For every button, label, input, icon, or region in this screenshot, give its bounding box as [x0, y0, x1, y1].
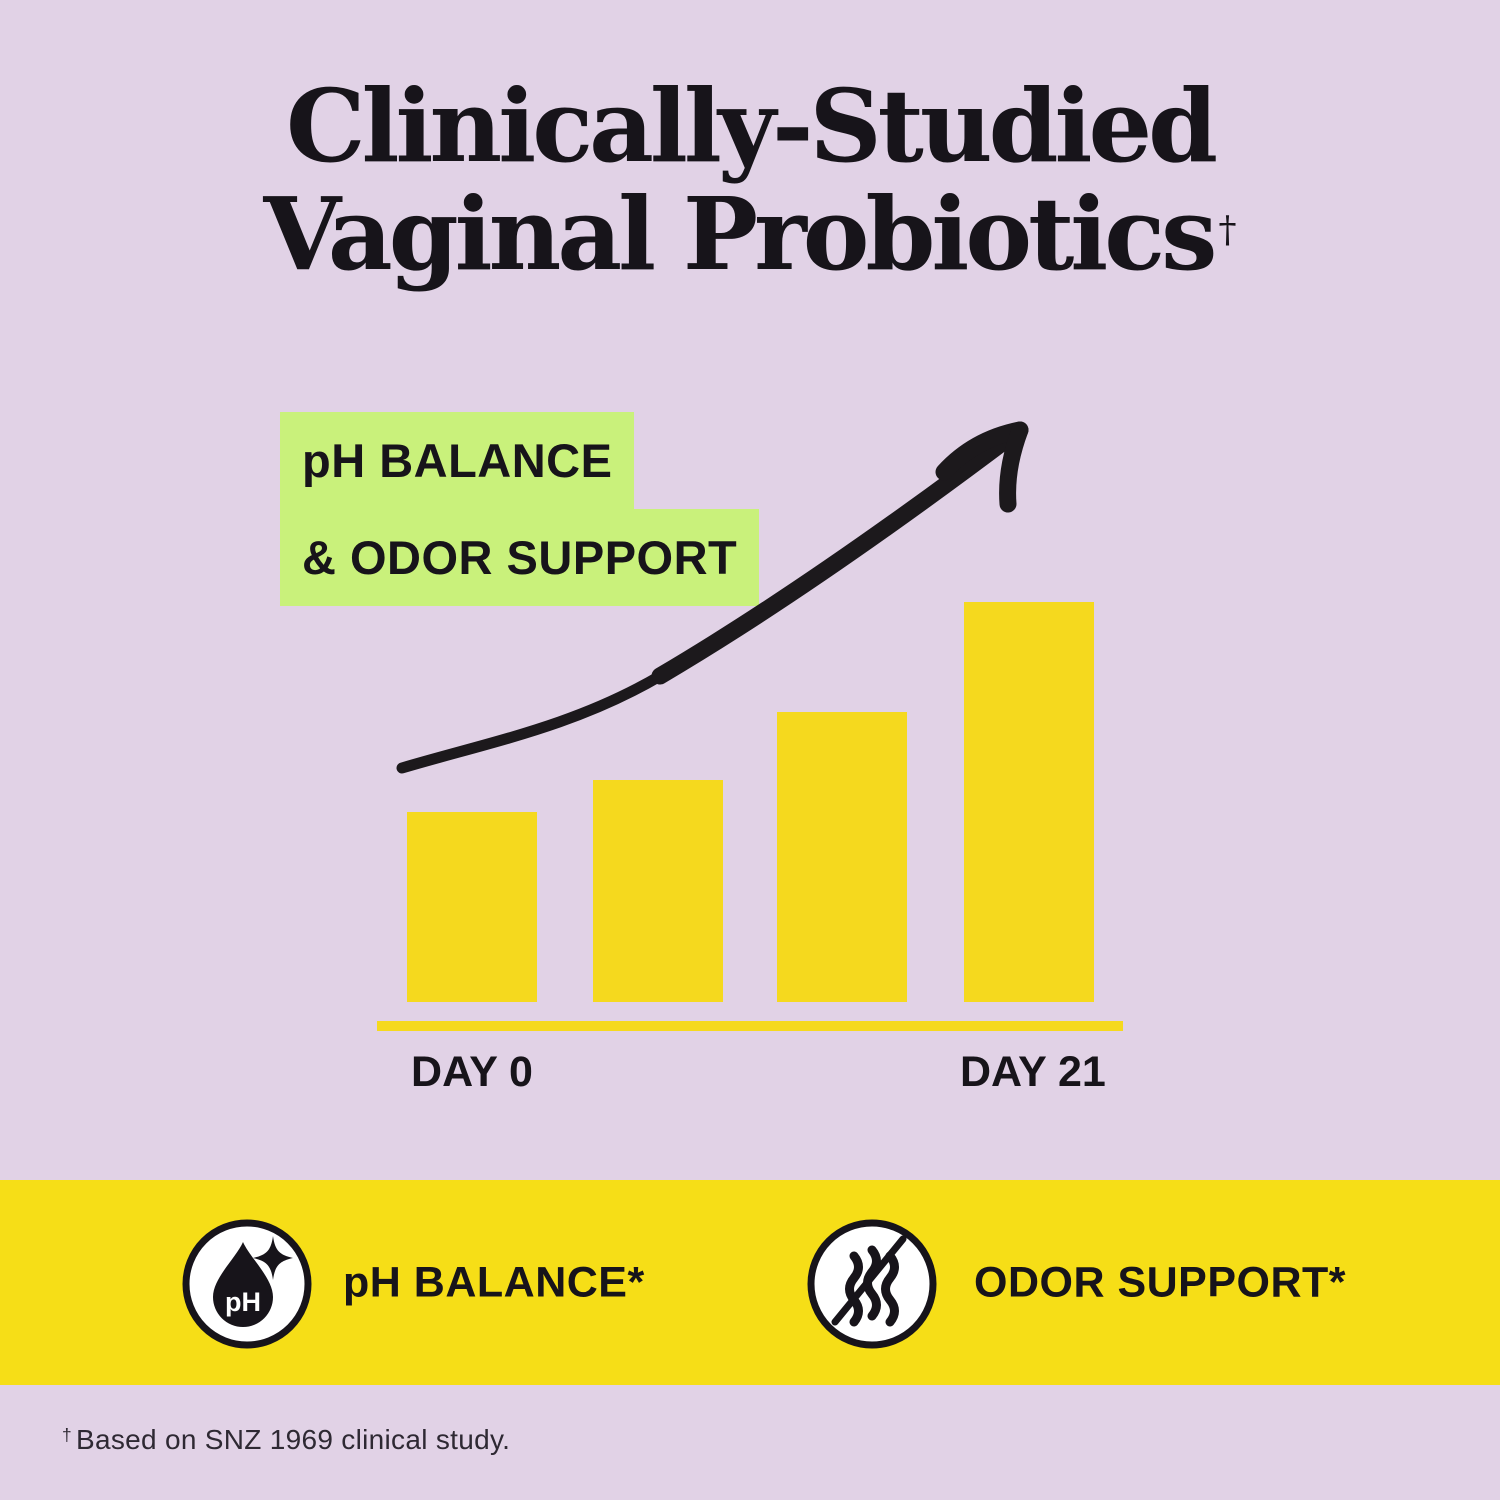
bar-2 — [593, 780, 723, 1002]
footnote-dagger: † — [62, 1425, 72, 1446]
x-label-day-21: DAY 21 — [960, 1048, 1106, 1096]
footnote-text: Based on SNZ 1969 clinical study. — [75, 1424, 511, 1455]
footnote: † Based on SNZ 1969 clinical study. — [62, 1424, 510, 1456]
title-line-2: Vaginal Probiotics † — [263, 175, 1237, 293]
page-title: Clinically-Studied Vaginal Probiotics † — [0, 72, 1500, 288]
highlight-line-1: pH BALANCE — [280, 412, 635, 509]
x-axis-baseline — [377, 1021, 1123, 1031]
feature-label-ph-balance: pH BALANCE* — [343, 1258, 645, 1306]
features-band: pH pH BALANCE* ODOR SUPPORT* — [0, 1180, 1500, 1385]
ph-droplet-sparkle-icon: pH — [182, 1219, 312, 1349]
no-odor-waves-icon — [807, 1219, 937, 1349]
title-line-1: Clinically-Studied — [285, 67, 1218, 185]
title-dagger: † — [1218, 210, 1237, 251]
x-label-day-0: DAY 0 — [411, 1048, 533, 1096]
bar-3 — [777, 712, 907, 1002]
feature-label-odor-support: ODOR SUPPORT* — [974, 1258, 1347, 1306]
bar-day-21 — [964, 602, 1094, 1002]
bar-day-0 — [407, 812, 537, 1002]
ph-icon-text: pH — [225, 1287, 261, 1317]
